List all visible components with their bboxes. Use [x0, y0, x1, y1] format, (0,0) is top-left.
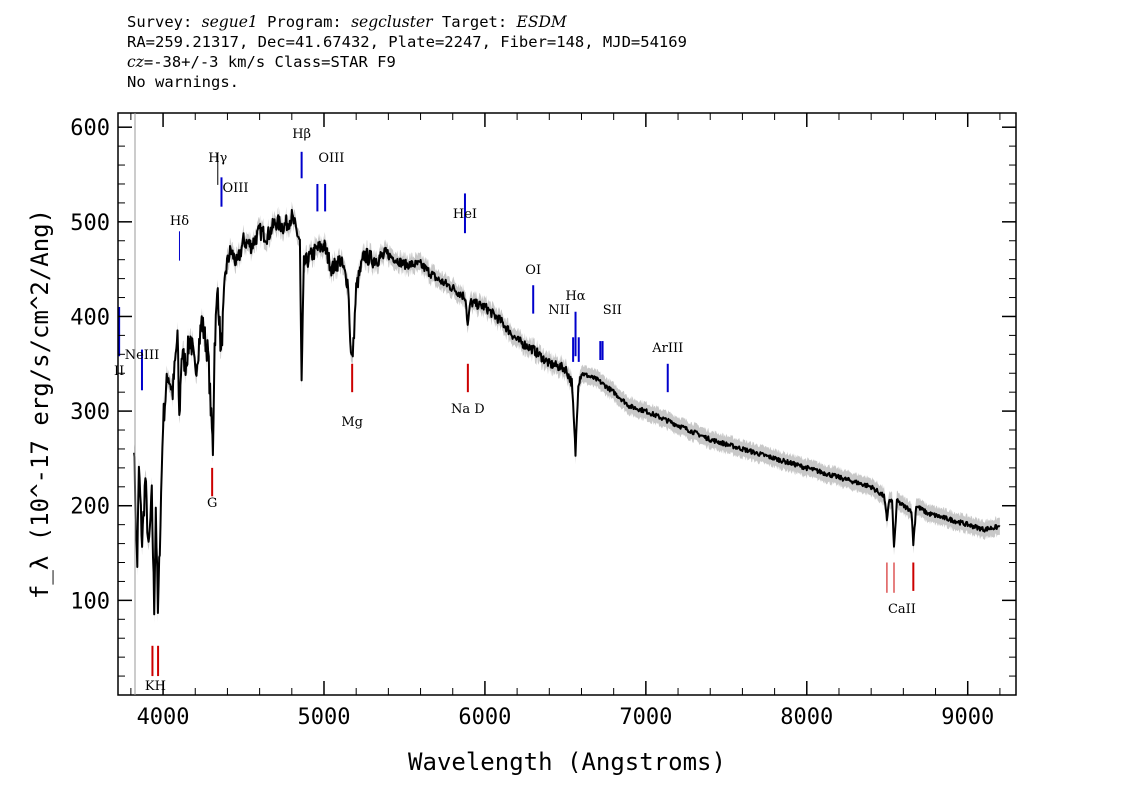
emission-line-label: OI: [525, 263, 541, 278]
emission-line-label: Hα: [565, 289, 585, 304]
emission-line-label: Hβ: [292, 127, 311, 142]
header-line-2: RA=259.21317, Dec=41.67432, Plate=2247, …: [127, 33, 687, 51]
x-tick-label: 5000: [298, 705, 351, 730]
y-tick-label: 100: [70, 589, 110, 614]
x-axis-title: Wavelength (Angstroms): [408, 748, 726, 776]
spectrum-header: Survey: segue1 Program: segcluster Targe…: [127, 12, 687, 92]
target-value: ESDM: [516, 13, 567, 31]
emission-line-label: Hδ: [170, 214, 189, 229]
emission-line-label: Hγ: [208, 151, 227, 166]
cz-class-text: =-38+/-3 km/s Class=STAR F9: [143, 53, 396, 71]
x-tick-label: 9000: [941, 705, 994, 730]
program-value: segcluster: [351, 13, 433, 31]
absorption-line-label: G: [207, 496, 217, 511]
emission-line-label: HeI: [453, 207, 477, 222]
absorption-line-label: Na D: [451, 402, 485, 417]
x-tick-label: 6000: [458, 705, 511, 730]
program-label: Program:: [267, 13, 342, 31]
y-tick-label: 400: [70, 305, 110, 330]
emission-line-label: NII: [548, 303, 570, 318]
survey-value: segue1: [201, 13, 258, 31]
emission-line-label: II: [114, 364, 124, 379]
emission-line-label: ArIII: [651, 341, 683, 356]
absorption-line-label: KH: [145, 679, 166, 694]
emission-line-label: OIII: [318, 151, 344, 166]
header-line-3: cz=-38+/-3 km/s Class=STAR F9: [127, 52, 687, 72]
header-line-4: No warnings.: [127, 73, 239, 91]
absorption-line-label: CaII: [888, 602, 916, 617]
error-band-layer: [134, 201, 1000, 623]
y-tick-label: 600: [70, 116, 110, 141]
flux-line: [133, 208, 1001, 616]
y-tick-label: 300: [70, 400, 110, 425]
emission-line-label: OIII: [222, 181, 248, 196]
axes-layer: 4000 5000 6000 7000 8000 9000 100 200 300 400 500 6…: [70, 113, 1016, 730]
x-tick-label: 7000: [619, 705, 672, 730]
flux-layer: [133, 208, 1001, 616]
survey-label: Survey:: [127, 13, 193, 31]
emission-line-label: NeIII: [125, 348, 159, 363]
cz-label: cz: [127, 53, 144, 71]
emission-line-label: SII: [603, 303, 622, 318]
plot-frame: [117, 112, 1017, 696]
x-tick-label: 4000: [137, 705, 190, 730]
target-label: Target:: [441, 13, 508, 31]
flux-error-band: [134, 201, 1000, 623]
header-line-1: Survey: segue1 Program: segcluster Targe…: [127, 12, 687, 32]
absorption-line-label: Mg: [341, 415, 363, 430]
y-axis-title: f_λ (10^-17 erg/s/cm^2/Ang): [26, 209, 54, 599]
y-tick-label: 200: [70, 495, 110, 520]
y-tick-label: 500: [70, 211, 110, 236]
x-tick-label: 8000: [780, 705, 833, 730]
